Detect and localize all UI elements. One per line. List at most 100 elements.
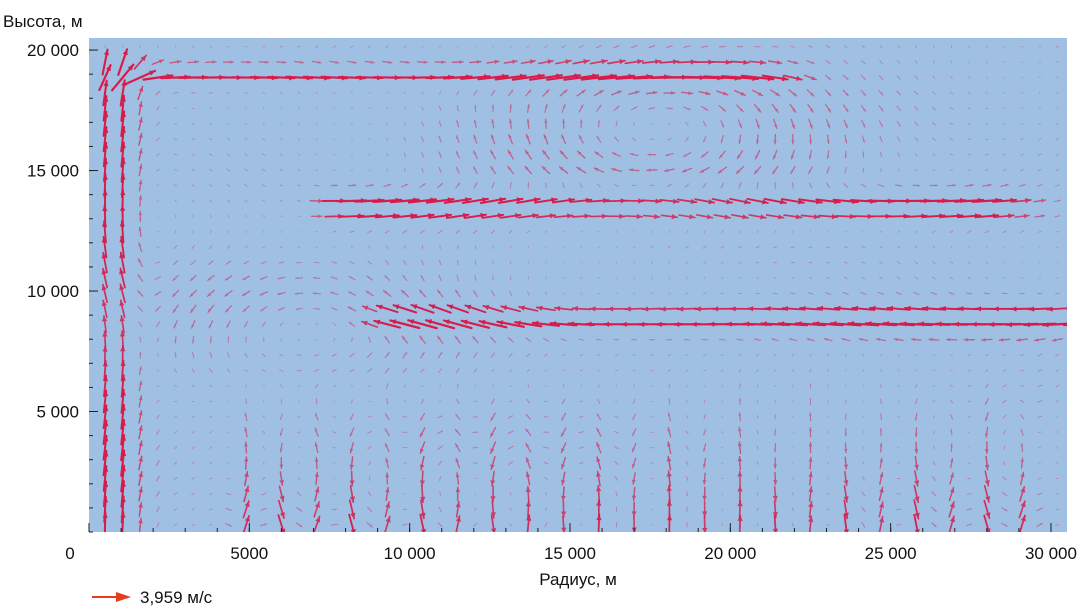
field-vector (571, 306, 591, 312)
reference-arrow-label: 3,959 м/с (140, 588, 213, 606)
field-vector (792, 384, 794, 388)
field-vector (297, 338, 301, 341)
field-vector (686, 399, 688, 403)
field-vector (473, 352, 478, 359)
field-vector (703, 276, 706, 280)
field-vector (473, 523, 478, 527)
field-vector (552, 197, 576, 204)
field-vector (808, 149, 813, 160)
field-vector (932, 415, 936, 419)
field-vector (491, 398, 495, 405)
field-vector (279, 428, 284, 437)
field-vector (329, 60, 340, 64)
field-vector (226, 199, 230, 203)
field-vector (949, 276, 954, 280)
field-vector (843, 261, 848, 264)
field-vector (756, 523, 759, 527)
field-vector (442, 319, 473, 330)
field-vector (984, 230, 990, 234)
field-vector (642, 214, 661, 220)
field-vector (845, 399, 847, 404)
field-vector (1020, 457, 1024, 469)
field-vector (695, 214, 714, 220)
field-vector (983, 485, 991, 503)
field-vector (297, 184, 301, 187)
field-vector (332, 45, 337, 48)
field-vector (1019, 399, 1025, 404)
field-vector (613, 105, 620, 112)
field-vector (245, 107, 248, 110)
field-vector (260, 507, 267, 511)
field-vector (438, 91, 442, 95)
field-vector (102, 330, 108, 350)
field-vector (628, 90, 640, 95)
field-vector (138, 132, 143, 146)
field-vector (824, 74, 832, 81)
field-vector (349, 352, 355, 358)
field-vector (561, 471, 566, 486)
field-vector (665, 107, 673, 110)
field-vector (222, 60, 235, 64)
field-vector (403, 91, 407, 95)
field-vector (455, 457, 461, 469)
field-vector (473, 166, 478, 174)
field-vector (1056, 61, 1059, 63)
field-vector (799, 305, 822, 312)
field-vector (279, 184, 284, 187)
field-vector (579, 119, 583, 129)
field-vector (861, 261, 866, 264)
field-vector (191, 153, 196, 156)
field-vector (279, 442, 283, 453)
field-vector (260, 523, 268, 527)
field-vector (702, 457, 707, 469)
field-vector (665, 153, 674, 157)
field-vector (384, 428, 390, 437)
field-vector (421, 384, 424, 388)
field-vector (456, 120, 460, 128)
field-vector (632, 292, 636, 295)
field-vector (349, 470, 355, 487)
field-vector (157, 214, 159, 218)
field-vector (1037, 384, 1043, 388)
field-vector (244, 441, 248, 454)
field-vector (507, 89, 514, 97)
field-vector (648, 107, 656, 110)
field-vector (1037, 415, 1043, 418)
field-vector (791, 431, 795, 434)
field-vector (156, 153, 160, 157)
field-vector (191, 415, 195, 418)
field-vector (862, 446, 865, 450)
field-vector (375, 304, 399, 314)
field-vector (827, 461, 830, 465)
field-vector (384, 413, 390, 421)
field-vector (297, 137, 301, 141)
field-vector (886, 305, 911, 311)
field-vector (445, 212, 470, 219)
field-vector (225, 507, 232, 511)
field-vector (562, 245, 565, 249)
field-vector (384, 230, 390, 234)
field-vector (699, 166, 710, 174)
field-vector (226, 153, 231, 156)
field-vector (614, 415, 619, 418)
field-vector (439, 491, 441, 497)
field-vector (596, 441, 602, 454)
field-vector (333, 246, 336, 249)
field-vector (631, 501, 637, 518)
field-vector (420, 229, 425, 234)
field-vector (897, 400, 901, 403)
field-vector (807, 292, 814, 295)
field-vector (698, 91, 711, 96)
field-vector (596, 427, 602, 437)
field-vector (578, 338, 585, 341)
field-vector (809, 353, 812, 357)
field-vector (225, 522, 232, 527)
field-vector (138, 470, 144, 487)
field-vector (843, 456, 848, 470)
field-vector (262, 476, 266, 481)
field-vector (315, 153, 318, 156)
field-vector (1002, 354, 1007, 357)
field-vector (1036, 184, 1043, 187)
field-vector (155, 460, 160, 466)
field-vector (633, 276, 635, 280)
